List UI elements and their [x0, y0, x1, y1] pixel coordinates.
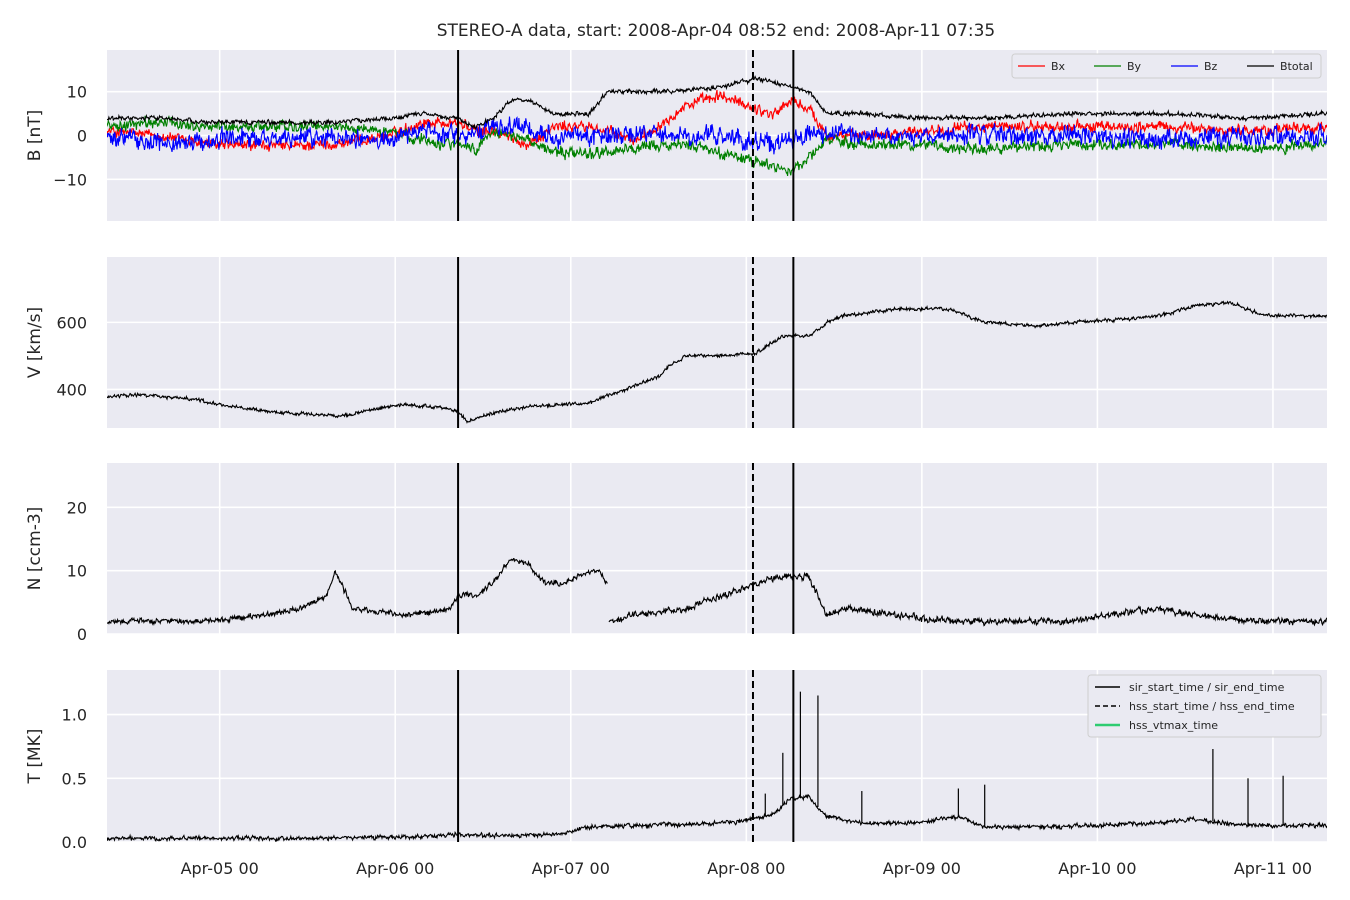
y-tick-label: 20	[67, 498, 87, 517]
chart-title: STEREO-A data, start: 2008-Apr-04 08:52 …	[437, 21, 996, 41]
x-tick-label: Apr-09 00	[883, 859, 961, 878]
panel-v-background	[107, 257, 1327, 428]
x-axis: Apr-05 00 Apr-06 00 Apr-07 00 Apr-08 00 Apr-…	[181, 859, 1312, 878]
legend-t: sir_start_time / sir_end_time hss_start_t…	[1087, 674, 1322, 738]
panel-v: 400 600 V [km/s]	[25, 257, 1327, 428]
y-tick-label: 0	[77, 625, 87, 644]
y-axis-label: B [nT]	[25, 110, 45, 162]
y-tick-label: 0	[77, 127, 87, 146]
x-tick-label: Apr-06 00	[356, 859, 434, 878]
panels: −10 0 10 B [nT] 400 600 V [km/s] 0 10 20 N [ccm-3]…	[25, 50, 1327, 852]
x-tick-label: Apr-07 00	[532, 859, 610, 878]
y-tick-label: 400	[56, 380, 87, 399]
legend-b-label: Bx	[1051, 60, 1066, 73]
legend-t-label: sir_start_time / sir_end_time	[1129, 681, 1285, 694]
legend-b-label: By	[1127, 60, 1142, 73]
series-t-line	[107, 793, 1327, 842]
y-tick-label: −10	[53, 170, 87, 189]
series-group	[107, 557, 1327, 627]
legend-b-label: Btotal	[1280, 60, 1313, 73]
y-axis-label: N [ccm-3]	[25, 507, 45, 591]
legend-b: Bx By Bz Btotal	[1011, 53, 1322, 79]
y-tick-label: 10	[67, 562, 87, 581]
panel-n: 0 10 20 N [ccm-3]	[25, 463, 1327, 644]
legend-b-label: Bz	[1204, 60, 1218, 73]
series-group	[107, 75, 1327, 176]
x-tick-label: Apr-11 00	[1234, 859, 1312, 878]
y-tick-label: 0.5	[62, 769, 87, 788]
y-axis-label: V [km/s]	[25, 307, 45, 378]
y-tick-label: 1.0	[62, 706, 87, 725]
series-group	[107, 691, 1327, 842]
series-bz-line	[107, 116, 1327, 155]
legend-t-label: hss_start_time / hss_end_time	[1129, 700, 1295, 713]
series-n-line	[608, 571, 1327, 627]
x-tick-label: Apr-10 00	[1058, 859, 1136, 878]
panel-n-background	[107, 463, 1327, 634]
y-tick-label: 600	[56, 313, 87, 332]
legend-b-frame	[1011, 53, 1322, 79]
y-tick-label: 10	[67, 83, 87, 102]
x-tick-label: Apr-05 00	[181, 859, 259, 878]
legend-t-label: hss_vtmax_time	[1129, 719, 1218, 732]
legend-t-frame	[1087, 674, 1322, 738]
y-tick-label: 0.0	[62, 833, 87, 852]
y-axis-label: T [MK]	[25, 729, 45, 785]
series-group	[107, 300, 1327, 424]
series-v-line	[107, 300, 1327, 424]
x-tick-label: Apr-08 00	[707, 859, 785, 878]
series-bx-line	[107, 89, 1327, 152]
series-n-line	[107, 557, 608, 626]
series-btotal-line	[107, 75, 1327, 130]
